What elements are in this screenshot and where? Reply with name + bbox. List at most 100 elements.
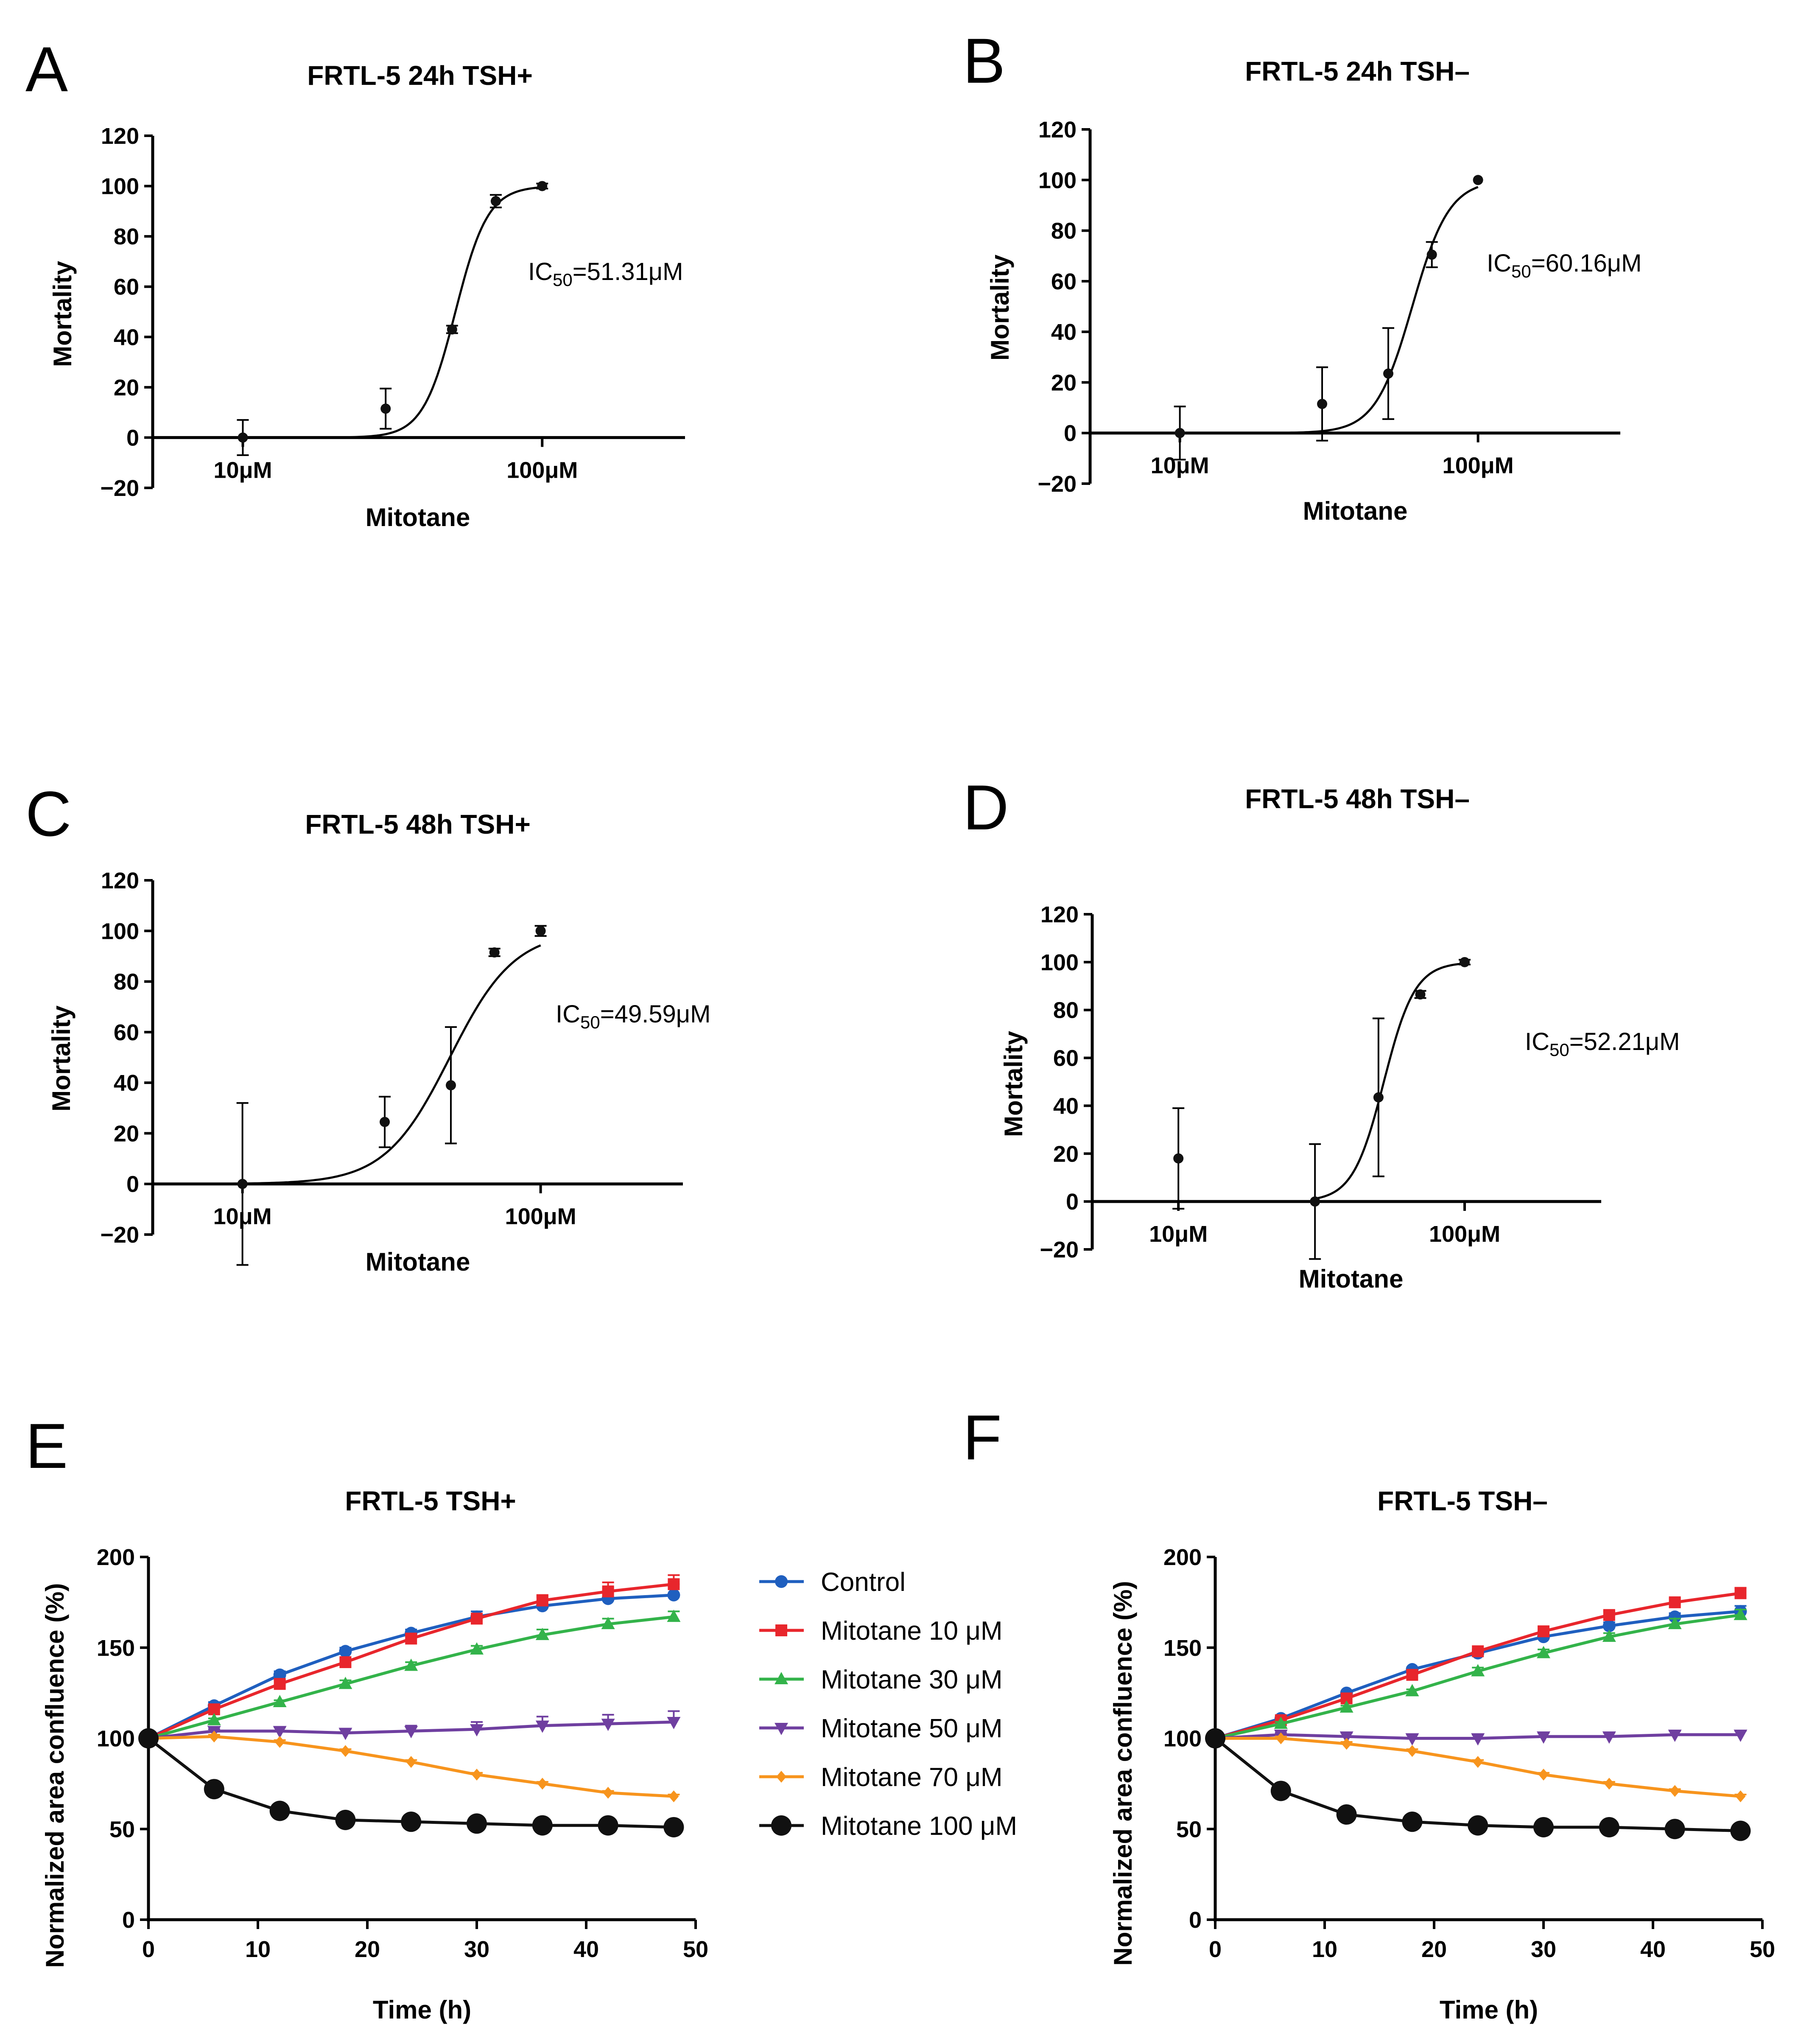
fit-curve-a [153,186,543,439]
marker-e-mitotane-30-m [273,1695,287,1707]
chart-panel-f: FRTL-5 TSH– 0 50 100 150 200 0 10 20 30 40 50 Time… [1109,1486,1775,2024]
data-point-a [447,324,457,335]
y-tick-label-f: 100 [1163,1726,1202,1752]
marker-f-mitotane-30-m [1668,1617,1682,1630]
legend-label-mitotane-100: Mitotane 100 μM [821,1812,1017,1841]
ic50-label-c: IC50=49.59μM [556,1000,710,1032]
marker-e-mitotane-10-m [405,1632,417,1645]
x-tick-label-e: 40 [573,1937,599,1962]
y-tick-label-b: 20 [1051,370,1077,395]
data-point-d [1173,1153,1184,1164]
y-tick-label-a: 100 [101,174,139,199]
marker-e-mitotane-70-m [274,1736,285,1748]
marker-e-mitotane-50-m [338,1728,352,1740]
x-tick-label-f: 0 [1209,1937,1222,1962]
marker-e-mitotane-50-m [404,1726,418,1739]
y-tick-label-d: 20 [1053,1141,1079,1167]
data-point-b [1383,368,1393,379]
y-tick-label-d: 100 [1040,950,1079,975]
y-tick-label-b: 100 [1038,168,1077,193]
marker-f-mitotane-70-m [1275,1732,1286,1744]
data-point-c [380,1117,390,1127]
y-tick-label-d: 60 [1053,1046,1079,1071]
y-tick-label-b: 60 [1051,269,1077,294]
y-tick-label-f: 150 [1163,1635,1202,1661]
x-tick-label-b: 100μM [1443,453,1514,479]
marker-f-mitotane-100-m [1664,1819,1685,1840]
chart-panel-d: FRTL-5 48h TSH– −20 0 20 40 60 80 100 120 10μM 10… [999,784,1680,1293]
y-tick-label-a: 80 [114,224,139,249]
x-tick-label-e: 0 [142,1937,155,1962]
y-tick-label-a: −20 [100,476,139,501]
marker-e-mitotane-70-m [603,1786,613,1799]
marker-f-mitotane-10-m [1406,1669,1418,1681]
marker-f-mitotane-50-m [1340,1731,1354,1744]
ic50-sub-d: 50 [1549,1040,1569,1060]
data-point-a [238,432,248,443]
x-tick-label-f: 50 [1750,1937,1775,1962]
ic50-sub-a: 50 [553,270,573,290]
ic50-sub-b: 50 [1511,261,1531,281]
marker-e-mitotane-100-m [467,1813,487,1834]
plot-area-d: −20 0 20 40 60 80 100 120 10μM 100μM [1040,902,1601,1263]
y-tick-label-c: 40 [114,1070,139,1096]
y-tick-label-e: 100 [97,1726,135,1752]
ic50-label-d: IC50=52.21μM [1525,1028,1680,1060]
marker-f-mitotane-70-m [1735,1790,1746,1803]
y-tick-label-e: 0 [122,1907,135,1933]
marker-e-mitotane-10-m [339,1656,352,1668]
panel-letter-c: C [25,778,71,849]
panel-letter-e: E [25,1410,68,1481]
data-point-d [1310,1196,1320,1207]
data-point-b [1317,399,1328,409]
chart-title-e: FRTL-5 TSH+ [345,1486,516,1516]
x-tick-label-a: 10μM [213,457,272,483]
x-axis-label-b: Mitotane [1303,497,1408,525]
marker-f-mitotane-10-m [1538,1625,1549,1638]
y-tick-label-d: 120 [1040,902,1079,927]
marker-e-mitotane-100-m [663,1817,684,1837]
chart-panel-a: FRTL-5 24h TSH+ −20 0 20 40 60 80 100 120 10μM 10… [48,60,685,532]
legend-marker-mitotane-10-m [775,1624,787,1636]
legend-label-mitotane-50: Mitotane 50 μM [821,1714,1003,1743]
data-point-b [1175,428,1185,438]
marker-f-mitotane-30-m [1734,1607,1748,1620]
marker-f-mitotane-10-m [1472,1645,1484,1658]
marker-e-mitotane-50-m [470,1724,484,1737]
chart-title-a: FRTL-5 24h TSH+ [307,60,533,91]
ic50-label-a: IC50=51.31μM [528,258,683,290]
marker-e-mitotane-100-m [401,1812,422,1832]
marker-f-mitotane-50-m [1471,1733,1485,1746]
chart-title-f: FRTL-5 TSH– [1377,1486,1548,1516]
marker-e-mitotane-70-m [340,1745,351,1757]
data-point-c [237,1179,248,1189]
y-tick-label-c: 80 [114,969,139,995]
marker-f-mitotane-100-m [1402,1812,1423,1832]
ic50-value-c: =49.59μM [600,1000,711,1028]
legend-markers [759,1575,804,1836]
y-tick-label-a: 120 [101,123,139,149]
chart-title-b: FRTL-5 24h TSH– [1245,56,1470,87]
marker-f-control [1668,1610,1681,1624]
x-tick-label-f: 40 [1640,1937,1666,1962]
fit-curve-b [1090,186,1479,434]
marker-f-mitotane-70-m [1538,1769,1549,1781]
y-tick-label-c: 60 [114,1020,139,1045]
ic50-value-a: =51.31μM [573,258,683,286]
marker-e-mitotane-30-m [404,1658,418,1671]
ic50-prefix-c: IC [556,1000,580,1028]
legend-marker-mitotane-30-m [775,1672,788,1684]
chart-panel-e: FRTL-5 TSH+ 0 50 100 150 200 0 10 20 30 40 50 Time… [41,1486,708,2024]
y-axis-label-e: Normalized area confluence (%) [41,1583,69,1968]
x-tick-label-c: 100μM [505,1204,576,1229]
marker-f-mitotane-70-m [1407,1745,1418,1757]
marker-e-mitotane-30-m [207,1713,221,1725]
marker-e-mitotane-100-m [598,1815,618,1836]
data-point-a [380,403,391,414]
marker-e-mitotane-50-m [601,1719,615,1731]
marker-e-mitotane-50-m [535,1720,549,1733]
x-axis-label-c: Mitotane [366,1248,470,1276]
x-axis-label-e: Time (h) [373,1996,471,2024]
marker-f-mitotane-30-m [1537,1646,1550,1658]
